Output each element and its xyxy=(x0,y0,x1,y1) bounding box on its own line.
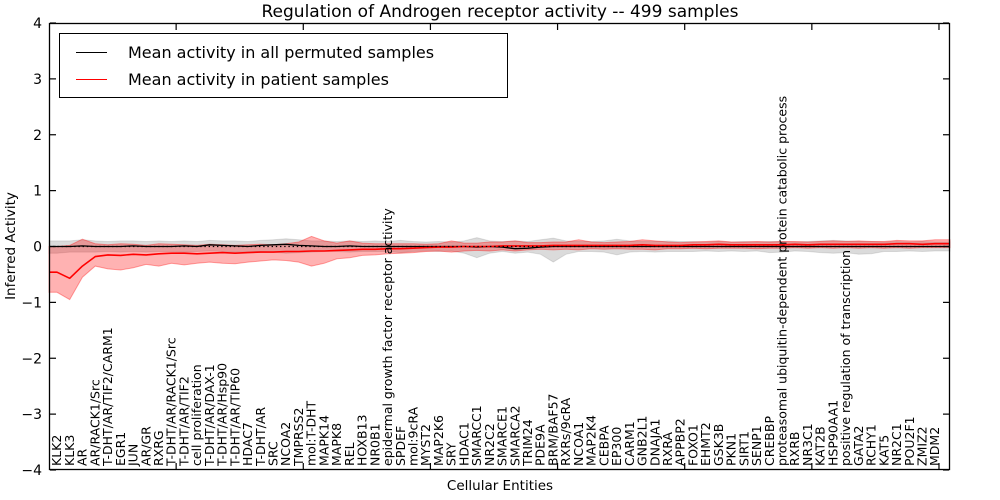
chart-title: Regulation of Androgen receptor activity… xyxy=(261,2,739,22)
x-tick-label: EGR1 xyxy=(113,432,128,466)
x-tick-label: RXRA xyxy=(660,432,675,466)
x-tick-label: proteasomal ubiquitin-dependent protein … xyxy=(775,96,790,466)
x-tick-label: NR2C2 xyxy=(482,423,497,466)
x-tick-label: REL xyxy=(342,442,357,466)
x-tick-label: T-DHT/AR/TIF2 xyxy=(176,376,191,467)
x-tick-label: RCHY1 xyxy=(864,424,879,466)
x-tick-label: T-DHT/AR/TIF2/CARM1 xyxy=(100,327,115,467)
x-tick-label: KLK3 xyxy=(62,435,77,466)
x-tick-label: AR/RACK1/Src xyxy=(87,379,102,466)
y-tick-label: −1 xyxy=(21,295,42,311)
x-tick-label: SMARCC1 xyxy=(469,405,484,466)
x-tick-label: NCOA1 xyxy=(571,422,586,466)
x-tick-label: AR xyxy=(75,448,90,466)
axes-frame xyxy=(48,22,951,471)
y-tick-label: −4 xyxy=(21,463,42,479)
x-tick-label: NR0B1 xyxy=(367,423,382,466)
x-tick-label: JUN xyxy=(126,444,141,467)
x-tick-label: SENP1 xyxy=(749,425,764,466)
y-tick-label: 3 xyxy=(33,72,42,88)
x-tick-label: DNAJA1 xyxy=(647,419,662,467)
x-tick-label: SRC xyxy=(266,441,281,466)
y-axis-label: Inferred Activity xyxy=(3,192,19,300)
x-tick-label: cell proliferation xyxy=(189,364,204,466)
x-tick-label: SPDEF xyxy=(393,426,408,466)
x-tick-label: CREBBP xyxy=(762,416,777,466)
x-tick-label: ZMIZ2 xyxy=(915,426,930,466)
x-tick-label: APPBP2 xyxy=(673,418,688,466)
x-tick-label: AR/GR xyxy=(138,426,153,466)
x-tick-label: FOXO1 xyxy=(685,424,700,466)
x-tick-label: positive regulation of transcription xyxy=(838,250,853,466)
x-tick-label: TMPRSS2 xyxy=(291,408,306,467)
x-tick-label: EHMT2 xyxy=(698,422,713,466)
x-tick-label: MAP2K6 xyxy=(431,415,446,466)
patient-mean-line xyxy=(49,242,950,280)
x-tick-label: POU2F1 xyxy=(902,416,917,466)
x-tick-label: GATA2 xyxy=(851,426,866,466)
x-tick-label: GSK3B xyxy=(711,424,726,466)
x-tick-label: PKN1 xyxy=(724,433,739,466)
permuted-line-swatch xyxy=(76,52,107,53)
y-tick-label: 0 xyxy=(33,240,42,256)
legend-label-permuted: Mean activity in all permuted samples xyxy=(128,43,435,62)
x-tick-label: HDAC7 xyxy=(240,422,255,466)
x-tick-label: T-DHT/AR/Hsp90 xyxy=(215,363,230,467)
y-tick-label: 4 xyxy=(33,16,42,32)
x-tick-label: MYST2 xyxy=(418,424,433,466)
x-tick-label: T-DHT/AR xyxy=(253,407,268,467)
x-tick-label: T-DHT/AR/TIP60 xyxy=(227,368,242,467)
x-tick-label: mol:9cRA xyxy=(406,406,421,466)
y-tick-label: 2 xyxy=(33,128,42,144)
legend-item-permuted: Mean activity in all permuted samples xyxy=(60,39,507,66)
x-tick-label: T-DHT/AR/DAX-1 xyxy=(202,364,217,467)
y-tick-label: 1 xyxy=(33,184,42,200)
x-tick-label: NCOA2 xyxy=(278,422,293,466)
x-tick-label: CEBPA xyxy=(596,425,611,466)
x-tick-label: RXRs/9cRA xyxy=(558,397,573,466)
x-tick-label: RXRG xyxy=(151,430,166,466)
x-tick-label: epidermal growth factor receptor activit… xyxy=(380,208,395,466)
x-tick-label: NR3C1 xyxy=(800,423,815,466)
x-tick-label: MDM2 xyxy=(927,427,942,466)
x-tick-label: SIRT1 xyxy=(736,431,751,466)
x-tick-label: KAT2B xyxy=(813,426,828,466)
x-tick-label: CARM1 xyxy=(622,421,637,466)
y-tick-label: −3 xyxy=(21,407,42,423)
x-tick-label: HSP90AA1 xyxy=(825,400,840,466)
x-tick-label: GNB2L1 xyxy=(635,416,650,466)
x-axis-label: Cellular Entities xyxy=(446,478,554,494)
x-tick-label: SRY xyxy=(444,442,459,466)
x-tick-label: HDAC1 xyxy=(456,422,471,466)
x-tick-label: KLK2 xyxy=(49,435,64,466)
x-tick-label: MAPK14 xyxy=(316,415,331,466)
y-tick-label: −2 xyxy=(21,351,42,367)
patient-line-swatch xyxy=(76,79,107,80)
legend-item-patient: Mean activity in patient samples xyxy=(60,66,507,93)
legend-label-patient: Mean activity in patient samples xyxy=(128,70,389,89)
x-tick-label: SMARCE1 xyxy=(495,406,510,466)
x-tick-label: MAPK8 xyxy=(329,423,344,466)
x-tick-label: RXRB xyxy=(787,431,802,466)
x-tick-label: SMARCA2 xyxy=(507,405,522,466)
x-tick-label: MAP2K4 xyxy=(584,415,599,466)
x-tick-label: HOXB13 xyxy=(355,415,370,466)
x-tick-label: BRM/BAF57 xyxy=(546,394,561,466)
legend: Mean activity in all permuted samples Me… xyxy=(59,33,508,98)
x-tick-label: KAT5 xyxy=(876,435,891,466)
x-tick-label: PDE9A xyxy=(533,424,548,466)
x-tick-label: T-DHT/AR/RACK1/Src xyxy=(164,337,179,467)
x-tick-label: EP300 xyxy=(609,427,624,466)
x-tick-label: mol:T-DHT xyxy=(304,400,319,466)
x-tick-label: NR2C1 xyxy=(889,423,904,466)
x-tick-label: TRIM24 xyxy=(520,419,535,467)
